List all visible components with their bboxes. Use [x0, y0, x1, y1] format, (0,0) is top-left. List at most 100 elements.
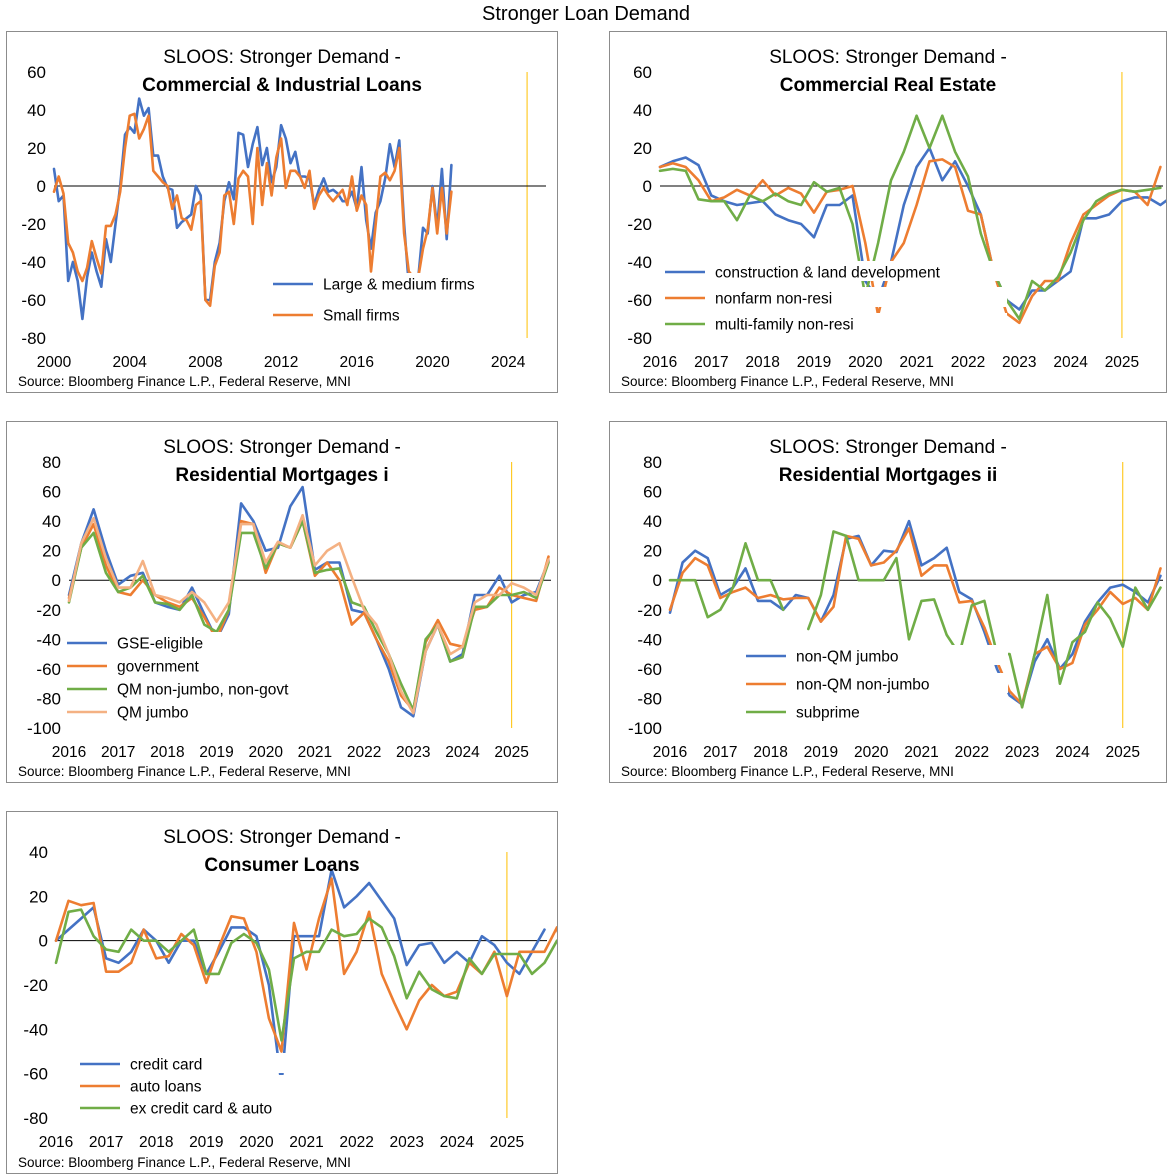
legend-bg — [63, 701, 369, 721]
x-tick-label: 2018 — [753, 744, 787, 761]
legend-bg — [76, 1075, 362, 1095]
y-tick-label: -20 — [36, 601, 61, 620]
y-tick-label: 20 — [27, 139, 46, 158]
x-tick-label: 2025 — [490, 1134, 524, 1151]
x-tick-label: 2024 — [1053, 354, 1088, 371]
x-tick-label: 2019 — [189, 1134, 223, 1151]
y-tick-label: -40 — [36, 630, 61, 649]
legend-label: ex credit card & auto — [130, 1101, 272, 1118]
x-tick-label: 2020 — [239, 1134, 274, 1151]
chart-panel-commercial-industrial: 60 40 20 0 -20 -40 -60 -80 2000 2004 2008 2012 2016 2… — [6, 31, 558, 393]
y-tick-label: 80 — [643, 453, 662, 472]
x-tick-label: 2024 — [1055, 744, 1090, 761]
y-tick-label: 60 — [643, 483, 662, 502]
legend-bg — [742, 673, 1008, 693]
x-tick-label: 2016 — [340, 354, 374, 371]
y-tick-label: -20 — [23, 976, 48, 995]
chart-title-line1: SLOOS: Stronger Demand - — [769, 47, 1007, 68]
y-tick-label: -60 — [23, 1065, 48, 1084]
x-tick-label: 2016 — [643, 354, 677, 371]
chart-svg-ci: 60 40 20 0 -20 -40 -60 -80 2000 2004 2008 2012 2016 2… — [21, 63, 546, 371]
x-tick-label: 2021 — [904, 744, 938, 761]
legend-label: Small firms — [323, 308, 400, 325]
x-tick-label: 2025 — [1106, 744, 1140, 761]
chart-title: SLOOS: Stronger Demand - Residential Mor… — [7, 434, 557, 490]
chart-subtitle: Residential Mortgages ii — [778, 465, 998, 486]
legend-label: multi-family non-resi — [715, 317, 854, 334]
x-tick-label: 2018 — [139, 1134, 173, 1151]
y-tick-label: -80 — [627, 329, 652, 348]
series-line-small-firms — [52, 112, 453, 307]
chart-panel-residential-mortgages-ii: 80 60 40 20 0 -20 -40 -60 -80 -100 2016 2017 2018 201… — [609, 421, 1167, 783]
x-tick-label: 2012 — [264, 354, 298, 371]
y-tick-label: -40 — [21, 253, 46, 272]
y-tick-label: 0 — [653, 571, 662, 590]
source-note: Source: Bloomberg Finance L.P., Federal … — [18, 1155, 351, 1170]
chart-title-line1: SLOOS: Stronger Demand - — [163, 827, 401, 848]
legend-label: subprime — [796, 705, 860, 722]
legend-bg — [269, 304, 515, 324]
x-tick-label: 2020 — [848, 354, 883, 371]
series-line-credit-card — [54, 868, 546, 1087]
chart-subtitle: Consumer Loans — [204, 855, 360, 876]
x-tick-label: 2019 — [797, 354, 831, 371]
y-tick-label: 80 — [42, 453, 61, 472]
y-tick-label: 20 — [29, 887, 48, 906]
y-tick-label: 40 — [42, 512, 61, 531]
x-tick-label: 2018 — [150, 744, 184, 761]
x-tick-label: 2016 — [39, 1134, 73, 1151]
chart-subtitle: Residential Mortgages i — [175, 465, 389, 486]
y-tick-label: 0 — [37, 177, 46, 196]
y-tick-label: 60 — [27, 63, 46, 82]
y-tick-label: -60 — [21, 291, 46, 310]
legend: construction & land development nonfarm n… — [661, 261, 1007, 334]
legend-bg — [661, 313, 1007, 333]
legend-label: QM jumbo — [117, 705, 189, 722]
y-tick-label: 20 — [643, 542, 662, 561]
chart-panel-residential-mortgages-i: 80 60 40 20 0 -20 -40 -60 -80 -100 2016 2017 2018 201… — [6, 421, 558, 783]
x-tick-label: 2017 — [694, 354, 728, 371]
legend-bg — [63, 632, 369, 652]
chart-svg-rm2: 80 60 40 20 0 -20 -40 -60 -80 -100 2016 2017 2018 201… — [628, 453, 1163, 761]
y-tick-label: 40 — [643, 512, 662, 531]
x-tick-label: 2017 — [89, 1134, 123, 1151]
x-tick-label: 2024 — [491, 354, 526, 371]
series-line-qm-non-jumbo-non-govt — [67, 519, 550, 712]
y-tick-label: -60 — [637, 660, 662, 679]
legend-label: QM non-jumbo, non-govt — [117, 682, 289, 699]
legend-label: non-QM non-jumbo — [796, 677, 930, 694]
x-tick-label: 2025 — [494, 744, 528, 761]
y-tick-label: -60 — [36, 660, 61, 679]
y-tick-label: 0 — [643, 177, 652, 196]
legend-bg — [63, 655, 369, 675]
chart-panel-commercial-real-estate: 60 40 20 0 -20 -40 -60 -80 2016 2017 2018 2019 2020 2… — [609, 31, 1167, 393]
series-line-auto-loans — [54, 877, 557, 1053]
chart-title: SLOOS: Stronger Demand - Commercial Real… — [610, 44, 1166, 100]
legend: non-QM jumbo non-QM non-jumbo subprime — [742, 645, 1008, 722]
x-tick-label: 2021 — [298, 744, 332, 761]
y-tick-label: -20 — [627, 215, 652, 234]
legend-label: nonfarm non-resi — [715, 291, 832, 308]
x-tick-label: 2024 — [440, 1134, 475, 1151]
source-note: Source: Bloomberg Finance L.P., Federal … — [18, 374, 351, 389]
legend-label: credit card — [130, 1057, 202, 1074]
x-tick-label: 2000 — [37, 354, 72, 371]
x-tick-label: 2023 — [1005, 744, 1039, 761]
x-tick-label: 2019 — [804, 744, 838, 761]
legend-label: construction & land development — [715, 265, 941, 282]
source-note: Source: Bloomberg Finance L.P., Federal … — [18, 764, 351, 779]
y-tick-label: -60 — [627, 291, 652, 310]
y-tick-label: 0 — [39, 932, 48, 951]
chart-title-line1: SLOOS: Stronger Demand - — [769, 437, 1007, 458]
series-line-non-qm-non-jumbo — [668, 527, 1162, 706]
source-note: Source: Bloomberg Finance L.P., Federal … — [621, 764, 954, 779]
series-line-nonfarm-non-resi — [658, 158, 1162, 325]
legend-label: Large & medium firms — [323, 277, 475, 294]
y-tick-label: 40 — [633, 101, 652, 120]
x-tick-label: 2017 — [703, 744, 737, 761]
chart-title-line1: SLOOS: Stronger Demand - — [163, 47, 401, 68]
chart-subtitle: Commercial Real Estate — [779, 75, 997, 96]
legend-bg — [63, 678, 369, 698]
x-tick-label: 2022 — [951, 354, 985, 371]
x-tick-label: 2020 — [248, 744, 283, 761]
